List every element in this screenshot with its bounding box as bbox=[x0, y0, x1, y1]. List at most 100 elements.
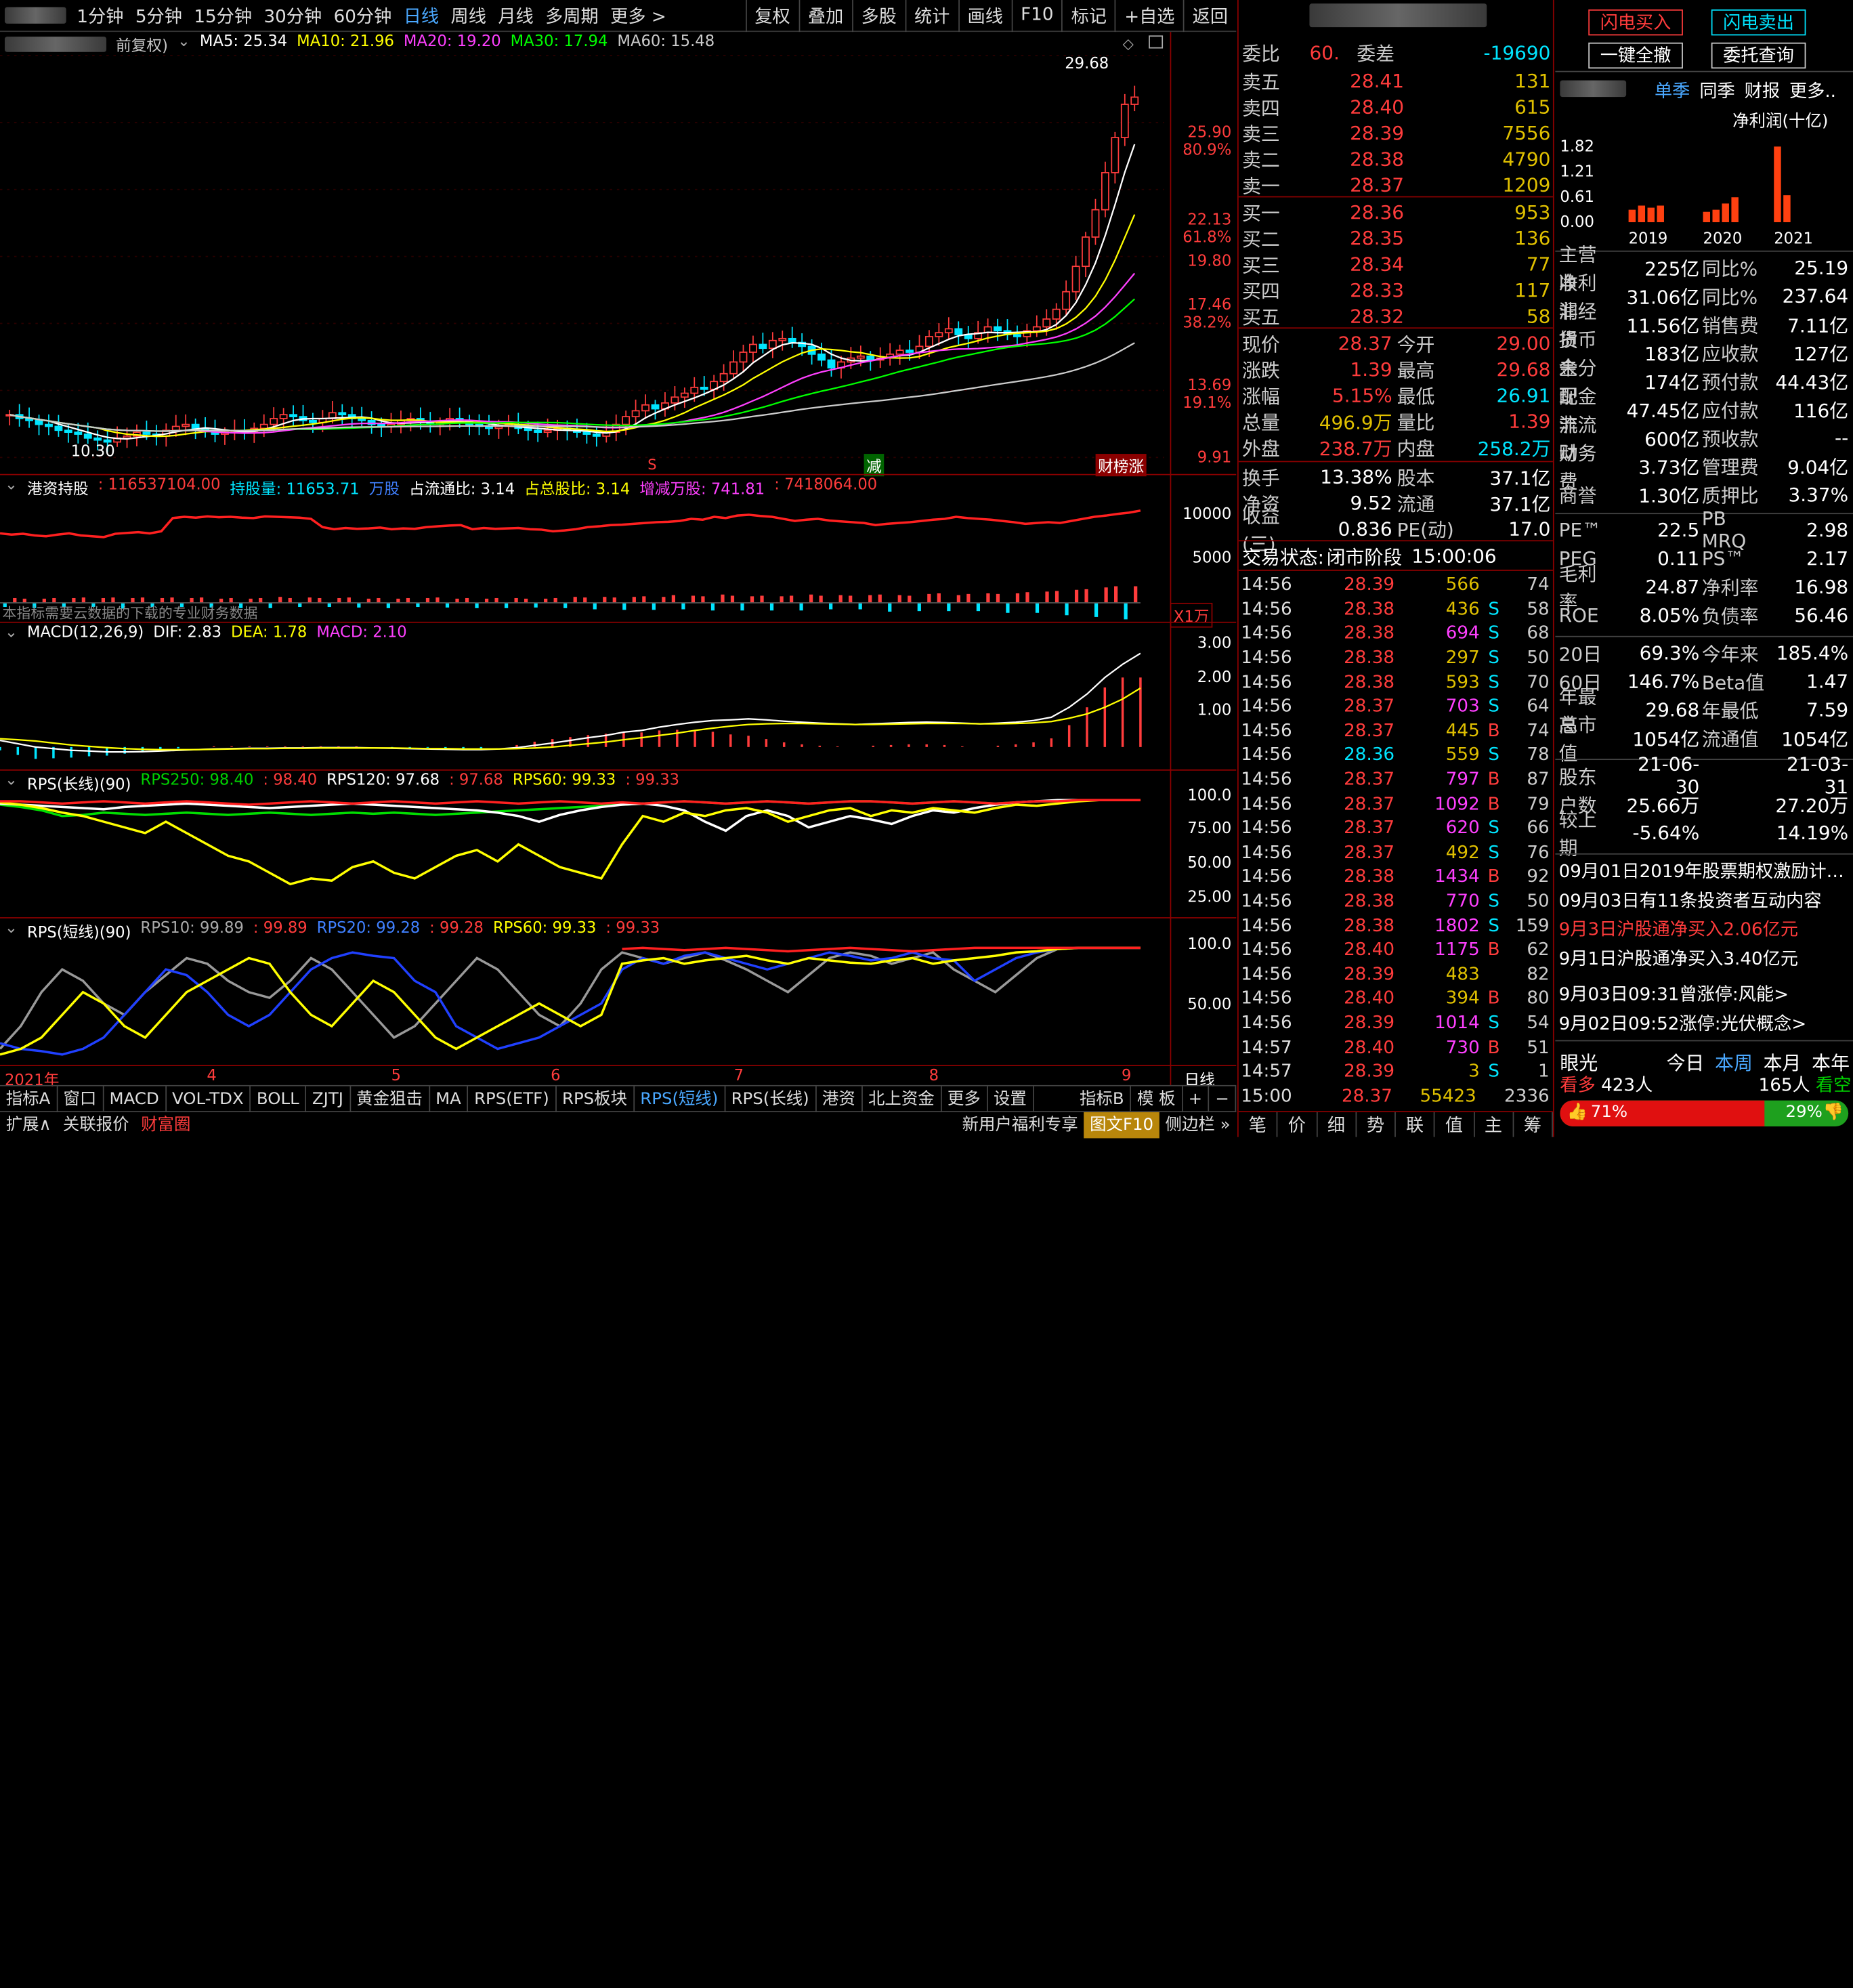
detail-tab[interactable]: 势 bbox=[1357, 1112, 1396, 1137]
period-tab[interactable]: 日线 bbox=[404, 3, 439, 28]
vote-tab[interactable]: 本周 bbox=[1715, 1047, 1753, 1076]
chevron-down-icon[interactable]: ⌄ bbox=[5, 476, 18, 499]
candle-body bbox=[740, 352, 746, 362]
period-tab[interactable]: 5分钟 bbox=[135, 3, 182, 28]
chevron-down-icon[interactable]: ⌄ bbox=[5, 920, 18, 942]
indicator-tab[interactable]: MACD bbox=[104, 1086, 166, 1112]
rps-short-c2: : 99.33 bbox=[605, 920, 660, 942]
toolbar-button[interactable]: 统计 bbox=[905, 0, 958, 31]
chevron-down-icon[interactable]: ⌄ bbox=[177, 33, 190, 56]
toolbar-button[interactable]: 返回 bbox=[1183, 0, 1237, 31]
rps-short-chart[interactable]: ⌄ RPS(短线)(90) RPS10: 99.89 : 99.89 RPS20… bbox=[0, 918, 1236, 1065]
fin-bar bbox=[1783, 195, 1790, 222]
ext-tab[interactable]: 关联报价 bbox=[57, 1112, 135, 1137]
cancel-all-button[interactable]: 一键全撤 bbox=[1588, 43, 1683, 68]
indicator-tab[interactable]: 指标A bbox=[0, 1086, 58, 1112]
news-item[interactable]: 9月3日沪股通净买入2.06亿元 bbox=[1555, 916, 1853, 941]
detail-tab[interactable]: 筹 bbox=[1514, 1112, 1553, 1137]
indicator-tab[interactable]: RPS(短线) bbox=[635, 1086, 725, 1112]
indicator-tab[interactable]: RPS(长线) bbox=[725, 1086, 816, 1112]
news-item[interactable]: 9月03日09:31曾涨停:风能> bbox=[1555, 981, 1853, 1006]
news-item[interactable]: 9月02日09:52涨停:光伏概念> bbox=[1555, 1010, 1853, 1035]
kv-value: 3.37% bbox=[1773, 483, 1853, 505]
period-tab[interactable]: 更多 > bbox=[610, 3, 666, 28]
macd-chart[interactable]: ⌄ MACD(12,26,9) DIF: 2.83 DEA: 1.78 MACD… bbox=[0, 623, 1236, 769]
toolbar-button[interactable]: 多股 bbox=[851, 0, 905, 31]
indicator-tab[interactable]: 设置 bbox=[987, 1086, 1034, 1112]
window-icon[interactable] bbox=[1149, 35, 1163, 48]
indicator-tab[interactable]: BOLL bbox=[251, 1086, 306, 1112]
toolbar-button[interactable]: 画线 bbox=[958, 0, 1012, 31]
period-tab[interactable]: 15分钟 bbox=[194, 3, 252, 28]
price-axis-label: 9.91 bbox=[1170, 449, 1232, 467]
detail-tab[interactable]: 联 bbox=[1396, 1112, 1435, 1137]
detail-tab[interactable]: 细 bbox=[1317, 1112, 1357, 1137]
price-axis-value: 9.91 bbox=[1170, 449, 1232, 467]
rps-long-chart[interactable]: ⌄ RPS(长线)(90) RPS250: 98.40 : 98.40 RPS1… bbox=[0, 771, 1236, 917]
candle-body bbox=[261, 425, 268, 429]
indicator-tab[interactable]: 黄金狙击 bbox=[350, 1086, 429, 1112]
price-axis-value: 13.69 bbox=[1170, 377, 1232, 395]
ext-tab[interactable]: 扩展∧ bbox=[0, 1112, 57, 1137]
hk-flow-bar bbox=[289, 598, 292, 603]
period-tab[interactable]: 30分钟 bbox=[263, 3, 322, 28]
indicator-tab[interactable]: − bbox=[1210, 1086, 1237, 1112]
ext-link[interactable]: 新用户福利专享 bbox=[956, 1112, 1084, 1137]
candle-body bbox=[290, 415, 297, 417]
period-tab[interactable]: 多周期 bbox=[545, 3, 599, 28]
indicator-tab[interactable]: + bbox=[1183, 1086, 1210, 1112]
ext-link[interactable]: 图文F10 bbox=[1084, 1112, 1159, 1137]
indicator-tab[interactable]: 指标B bbox=[1073, 1086, 1131, 1112]
indicator-tab[interactable]: RPS(ETF) bbox=[468, 1086, 556, 1112]
hk-flow-bar bbox=[829, 603, 832, 610]
tick-time: 14:56 bbox=[1239, 647, 1312, 668]
indicator-tab[interactable]: ZJTJ bbox=[306, 1086, 350, 1112]
indicator-tab[interactable]: 北上资金 bbox=[862, 1086, 941, 1112]
toolbar-button[interactable]: 标记 bbox=[1062, 0, 1115, 31]
detail-tab[interactable]: 价 bbox=[1278, 1112, 1317, 1137]
fin-tab[interactable]: 同季 bbox=[1699, 78, 1734, 103]
fin-tab[interactable]: 财报 bbox=[1745, 78, 1780, 103]
fin-tab[interactable]: 更多.. bbox=[1789, 78, 1836, 103]
thumb-up-icon[interactable]: 👍 bbox=[1567, 1103, 1588, 1122]
indicator-tab[interactable]: RPS板块 bbox=[556, 1086, 634, 1112]
order-query-button[interactable]: 委托查询 bbox=[1711, 43, 1806, 68]
indicator-tab[interactable]: 窗口 bbox=[58, 1086, 104, 1112]
news-item[interactable]: 9月1日沪股通净买入3.40亿元 bbox=[1555, 945, 1853, 970]
news-item[interactable]: 09月01日2019年股票期权激励计… bbox=[1555, 858, 1853, 883]
period-tab[interactable]: 1分钟 bbox=[77, 3, 123, 28]
toolbar-button[interactable]: 复权 bbox=[745, 0, 798, 31]
toolbar-button[interactable]: 叠加 bbox=[798, 0, 852, 31]
indicator-tab[interactable]: MA bbox=[429, 1086, 468, 1112]
fin-tab[interactable]: 单季 bbox=[1655, 78, 1690, 103]
fin-kv-row: 较上期-5.64%14.19% bbox=[1555, 818, 1853, 847]
toolbar-button[interactable]: F10 bbox=[1011, 0, 1062, 31]
vote-tab[interactable]: 本月 bbox=[1764, 1047, 1802, 1076]
period-tab[interactable]: 周线 bbox=[451, 3, 486, 28]
indicator-tab[interactable]: 更多 bbox=[941, 1086, 987, 1112]
indicator-tab[interactable]: 模 板 bbox=[1131, 1086, 1183, 1112]
flash-sell-button[interactable]: 闪电卖出 bbox=[1711, 9, 1806, 35]
thumb-down-icon[interactable]: 👎 bbox=[1823, 1103, 1844, 1122]
period-tab[interactable]: 60分钟 bbox=[334, 3, 392, 28]
fin-axis-label: 0.61 bbox=[1560, 188, 1594, 206]
vote-tab[interactable]: 本年 bbox=[1812, 1047, 1850, 1076]
flash-buy-button[interactable]: 闪电买入 bbox=[1588, 9, 1683, 35]
ext-link[interactable]: 侧边栏 » bbox=[1159, 1112, 1236, 1137]
chevron-down-icon[interactable]: ⌄ bbox=[5, 624, 18, 641]
news-item[interactable]: 09月03日有11条投资者互动内容 bbox=[1555, 887, 1853, 912]
tick-price: 28.38 bbox=[1312, 866, 1394, 887]
period-tab[interactable]: 月线 bbox=[498, 3, 533, 28]
chevron-down-icon[interactable]: ⌄ bbox=[5, 771, 18, 794]
indicator-tab[interactable]: 港资 bbox=[816, 1086, 862, 1112]
vote-tab[interactable]: 今日 bbox=[1666, 1047, 1704, 1076]
detail-tab[interactable]: 值 bbox=[1435, 1112, 1474, 1137]
detail-tab[interactable]: 主 bbox=[1474, 1112, 1514, 1137]
detail-tab[interactable]: 笔 bbox=[1239, 1112, 1278, 1137]
hk-holding-chart[interactable]: ⌄ 港资持股 : 116537104.00 持股量: 11653.71 万股 占… bbox=[0, 475, 1236, 621]
toolbar-button[interactable]: +自选 bbox=[1115, 0, 1183, 31]
diamond-icon[interactable]: ◇ bbox=[1123, 35, 1134, 51]
ext-tab[interactable]: 财富圈 bbox=[135, 1112, 196, 1137]
indicator-tab[interactable]: VOL-TDX bbox=[166, 1086, 251, 1112]
